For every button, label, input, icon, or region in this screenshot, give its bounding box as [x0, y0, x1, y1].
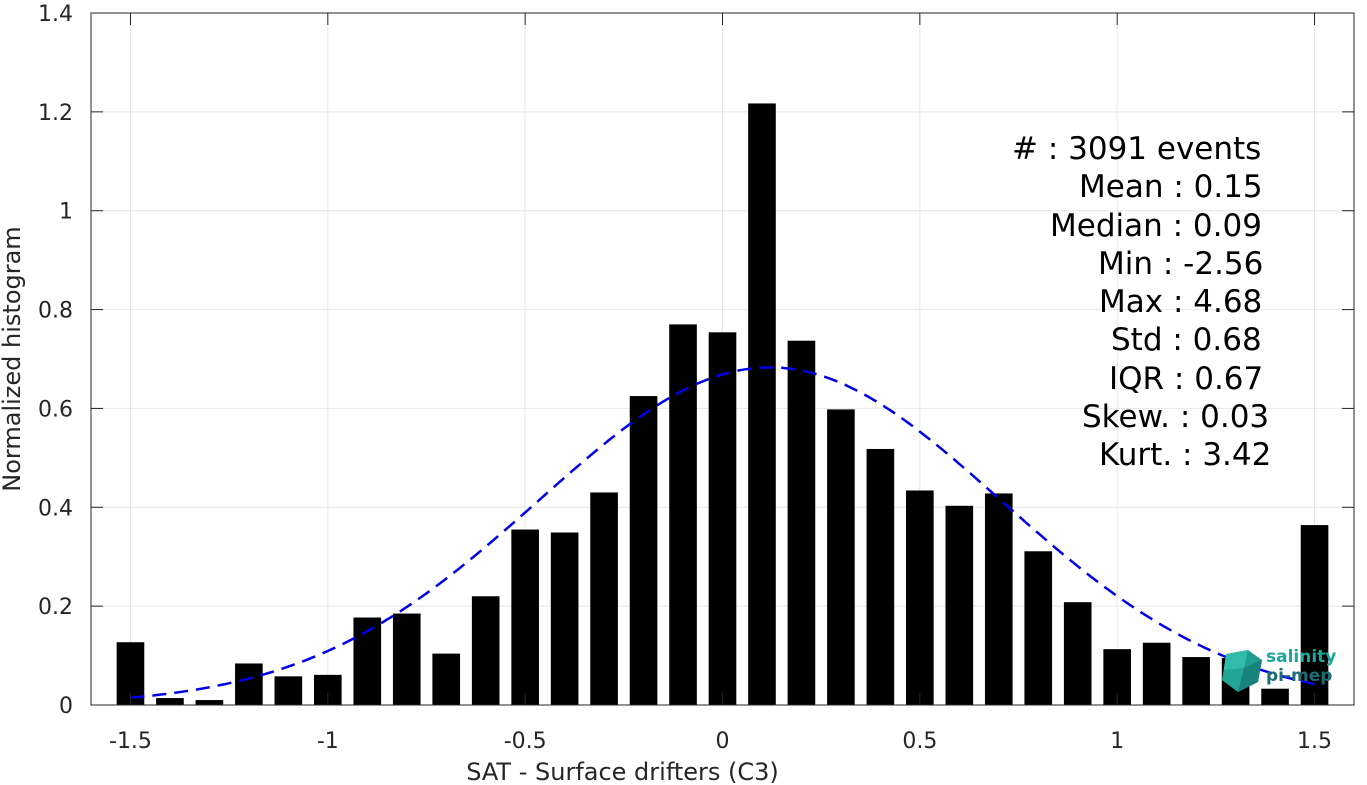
- histogram-bar: [471, 596, 500, 705]
- histogram-bars: [116, 103, 1329, 705]
- histogram-bar: [274, 676, 303, 705]
- salinity-pimep-logo: salinity pi-mep: [1218, 648, 1358, 694]
- y-tick-labels: 0 0.2 0.4 0.6 0.8 1 1.2 1.4: [38, 2, 73, 719]
- x-axis-label: SAT - Surface drifters (C3): [466, 758, 779, 785]
- x-tick-labels: -1.5 -1 -0.5 0 0.5 1 1.5: [109, 729, 1332, 754]
- histogram-bar: [195, 700, 224, 705]
- histogram-bar: [748, 103, 776, 705]
- y-tick-label: 0.4: [38, 496, 73, 521]
- histogram-bar: [827, 409, 855, 705]
- x-tick-label: 1.5: [1297, 729, 1332, 754]
- histogram-bar: [629, 396, 658, 705]
- stat-min: Min : -2.56: [1098, 245, 1264, 282]
- x-tick-label: -1: [317, 729, 339, 754]
- x-tick-label: 1: [1110, 729, 1124, 754]
- stat-max: Max : 4.68: [1099, 284, 1263, 321]
- y-tick-label: 1: [59, 200, 73, 225]
- histogram-bar: [590, 492, 618, 705]
- y-tick-label: 0.2: [38, 595, 73, 620]
- cube-logo-icon: [1222, 650, 1262, 692]
- histogram-bar: [1300, 525, 1329, 705]
- histogram-bar: [866, 448, 895, 705]
- histogram-bar: [945, 505, 974, 705]
- y-tick-label: 0.6: [38, 397, 73, 422]
- x-tick-label: 0: [716, 729, 730, 754]
- stat-skew: Skew. : 0.03: [1082, 399, 1270, 436]
- histogram-bar: [669, 324, 697, 705]
- x-tick-label: -1.5: [109, 729, 152, 754]
- histogram-bar: [235, 663, 263, 705]
- y-tick-label: 1.2: [38, 101, 73, 126]
- y-tick-label: 1.4: [38, 2, 73, 27]
- x-tick-label: -0.5: [504, 729, 547, 754]
- histogram-bar: [1261, 688, 1289, 705]
- logo-line2: pi-mep: [1266, 666, 1333, 686]
- grid-lines: [91, 12, 1354, 706]
- histogram-bar: [1063, 602, 1092, 705]
- y-axis-label: Normalized histogram: [0, 226, 26, 491]
- stat-mean: Mean : 0.15: [1079, 169, 1263, 206]
- histogram-bar: [1142, 642, 1171, 705]
- histogram-bar: [1024, 551, 1053, 705]
- axis-ticks: [91, 12, 1354, 706]
- histogram-bar: [787, 340, 816, 705]
- x-tick-label: 0.5: [902, 729, 937, 754]
- histogram-bar: [708, 332, 737, 705]
- histogram-bar: [1182, 657, 1210, 705]
- stat-median: Median : 0.09: [1050, 207, 1262, 244]
- histogram-bar: [550, 532, 579, 705]
- normal-fit-curve: [130, 366, 1315, 699]
- stat-kurt: Kurt. : 3.42: [1099, 437, 1272, 474]
- histogram-bar: [906, 490, 934, 705]
- histogram-bar: [432, 653, 461, 705]
- stat-std: Std : 0.68: [1111, 322, 1262, 359]
- logo-line1: salinity: [1266, 647, 1337, 667]
- statistics-box: # : 3091 events Mean : 0.15 Median : 0.0…: [1000, 130, 1290, 475]
- stat-iqr: IQR : 0.67: [1109, 360, 1264, 397]
- stat-count: # : 3091 events: [1012, 131, 1262, 167]
- histogram-bar: [511, 529, 539, 705]
- logo-text: salinity pi-mep: [1266, 648, 1336, 686]
- y-tick-label: 0.8: [38, 299, 73, 324]
- y-tick-label: 0: [59, 694, 73, 719]
- histogram-bar: [984, 493, 1013, 705]
- histogram-bar: [392, 613, 421, 705]
- histogram-bar: [156, 698, 184, 705]
